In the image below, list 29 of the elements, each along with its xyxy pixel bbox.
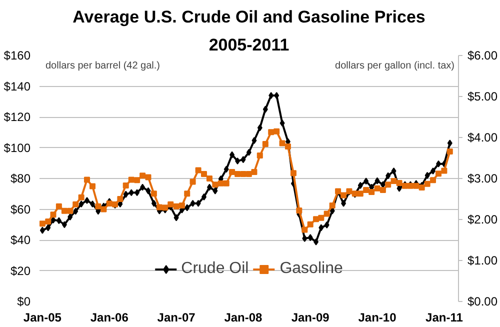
y2-tick-label: $5.00 (468, 90, 498, 104)
y2-tick-label: $3.00 (468, 172, 498, 186)
x-tick-label: Jan-06 (90, 310, 129, 324)
y-tick-label: $40 (10, 233, 31, 247)
y2-tick-label: $1.00 (468, 254, 498, 268)
x-tick-label: Jan-11 (426, 310, 464, 324)
y2-axis-title: dollars per gallon (incl. tax) (335, 60, 455, 72)
y2-tick-label: $4.00 (468, 130, 498, 144)
y-axis-title: dollars per barrel (42 gal.) (46, 60, 160, 72)
y-tick-label: $80 (10, 172, 31, 186)
x-tick-label: Jan-10 (358, 310, 397, 324)
y2-tick-label: $6.00 (468, 48, 498, 62)
chart-subtitle: 2005-2011 (208, 36, 290, 54)
y-tick-label: $60 (10, 202, 31, 216)
legend-label: Crude Oil (181, 260, 249, 278)
y-tick-label: $0 (17, 294, 31, 308)
y-tick-label: $20 (10, 264, 31, 278)
legend-label: Gasoline (280, 260, 343, 278)
y2-tick-label: $2.00 (468, 212, 498, 226)
y-tick-label: $120 (4, 110, 31, 124)
chart-title: Average U.S. Crude Oil and Gasoline Prices (72, 8, 426, 26)
y-tick-label: $140 (4, 79, 31, 94)
x-tick-label: Jan-05 (23, 310, 62, 324)
y2-tick-label: $0.00 (468, 294, 498, 308)
x-tick-label: Jan-07 (157, 310, 196, 324)
y-tick-label: $100 (4, 140, 31, 155)
x-tick-label: Jan-09 (291, 310, 330, 324)
x-tick-label: Jan-08 (224, 310, 263, 324)
y-tick-label: $160 (4, 48, 31, 62)
